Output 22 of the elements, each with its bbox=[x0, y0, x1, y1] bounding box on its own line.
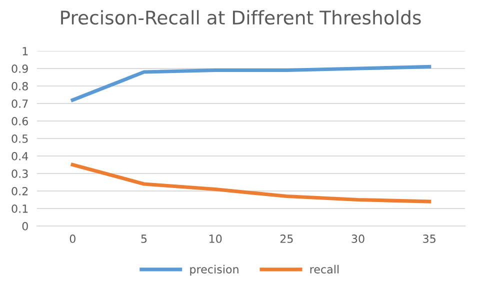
y-tick-label: 0.5 bbox=[12, 134, 28, 143]
x-tick-label: 0 bbox=[70, 234, 76, 243]
x-tick-label: 30 bbox=[352, 234, 364, 243]
x-tick-label: 25 bbox=[280, 234, 293, 243]
y-tick-label: 1 bbox=[22, 47, 28, 56]
y-tick-label: 0.3 bbox=[12, 169, 28, 178]
y-tick-label: 0.4 bbox=[12, 152, 28, 160]
y-tick-label: 0.2 bbox=[12, 186, 28, 196]
x-tick-label: 10 bbox=[209, 234, 222, 243]
y-tick-label: 0.1 bbox=[12, 204, 28, 213]
y-tick-label: 0 bbox=[22, 222, 28, 230]
line-series bbox=[70, 64, 432, 102]
y-tick-label: 0.9 bbox=[12, 64, 28, 73]
y-tick-label: 0.6 bbox=[12, 116, 28, 126]
chart-title: Precison-Recall at Different Thresholds bbox=[61, 10, 421, 25]
legend-label: recall bbox=[310, 264, 339, 274]
legend-label: precision bbox=[190, 264, 238, 276]
y-tick-label: 0.8 bbox=[12, 82, 28, 90]
x-tick-label: 35 bbox=[423, 234, 436, 243]
y-tick-label: 0.7 bbox=[12, 99, 28, 108]
x-tick-label: 5 bbox=[141, 234, 147, 243]
line-series bbox=[70, 162, 432, 204]
